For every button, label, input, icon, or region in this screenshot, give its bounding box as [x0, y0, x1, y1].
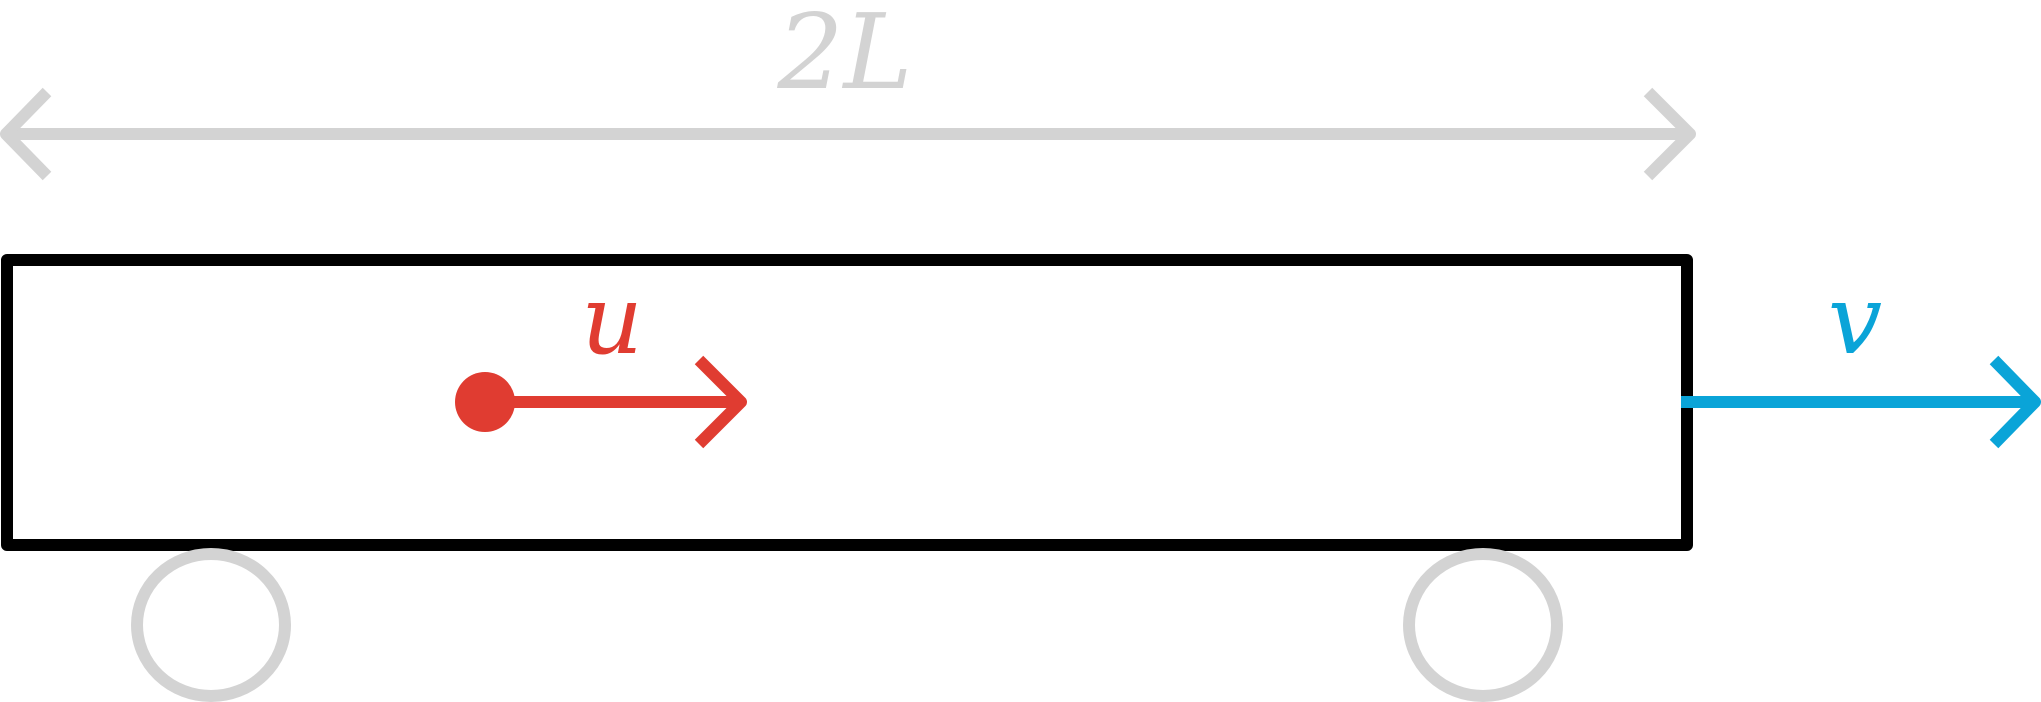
left-wheel-icon	[131, 548, 291, 702]
particle-velocity-label: u	[581, 264, 643, 376]
cart-arrowhead-icon	[1989, 355, 2041, 449]
cart-body	[1, 254, 1693, 551]
right-arrowhead-icon	[1643, 87, 1696, 181]
right-wheel-icon	[1403, 548, 1563, 702]
length-dimension: 2L	[0, 0, 1696, 181]
particle-velocity-arrow: u	[455, 264, 747, 449]
cart-velocity-label: v	[1828, 264, 1882, 376]
particle-arrowhead-icon	[694, 355, 747, 449]
cart-velocity-arrow: v	[1681, 264, 2041, 449]
particle	[455, 372, 515, 432]
left-arrowhead-icon	[0, 87, 52, 181]
length-label: 2L	[776, 0, 912, 113]
